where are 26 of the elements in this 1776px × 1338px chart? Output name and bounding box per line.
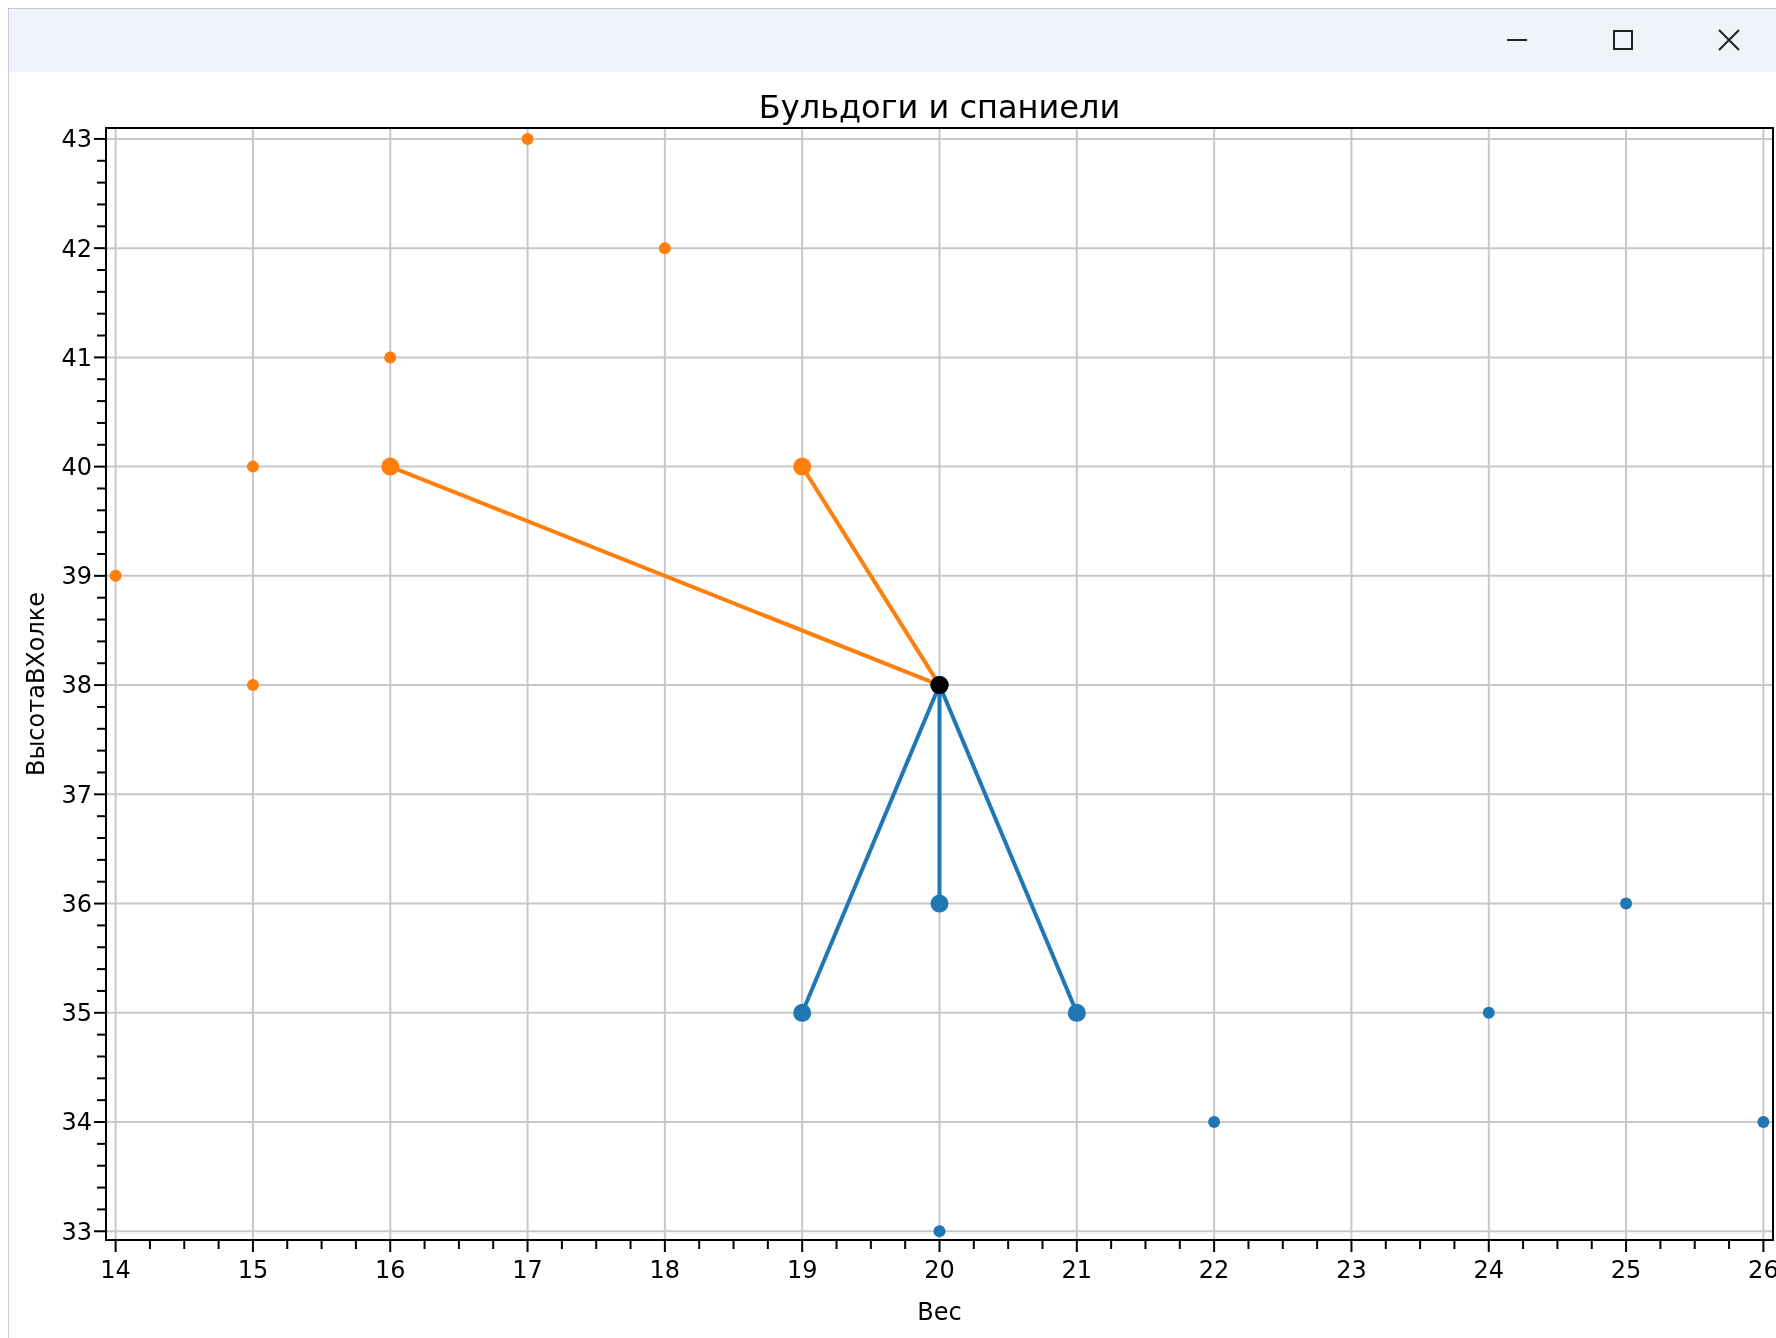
x-tick-label: 24 [1473,1256,1505,1284]
x-tick-label: 17 [512,1256,543,1284]
y-tick-label: 33 [61,1217,92,1246]
x-tick-label: 25 [1610,1256,1642,1284]
x-tick-label: 23 [1336,1256,1367,1284]
chart-title: Бульдоги и спаниели [758,88,1121,126]
y-tick-label: 34 [61,1108,92,1137]
y-tick-label: 35 [61,999,92,1028]
y-axis-title: ВысотаВХолке [22,591,50,777]
x-tick-label: 15 [237,1256,269,1284]
y-tick-label: 36 [61,889,92,918]
x-tick-label: 22 [1198,1256,1230,1284]
y-tick-label: 39 [61,562,92,591]
y-tick-label: 40 [61,453,92,482]
x-tick-label: 16 [374,1256,406,1284]
x-axis-title: Вес [917,1298,962,1326]
x-tick-label: 21 [1061,1256,1093,1284]
y-tick-label: 38 [61,671,92,700]
y-tick-label: 43 [61,125,92,154]
y-tick-label: 42 [61,234,92,263]
x-tick-label: 14 [100,1256,131,1284]
x-tick-label: 18 [649,1256,681,1284]
y-tick-label: 41 [61,343,92,372]
x-tick-label: 20 [924,1256,955,1284]
y-tick-label: 37 [61,780,92,809]
x-tick-label: 19 [786,1256,818,1284]
